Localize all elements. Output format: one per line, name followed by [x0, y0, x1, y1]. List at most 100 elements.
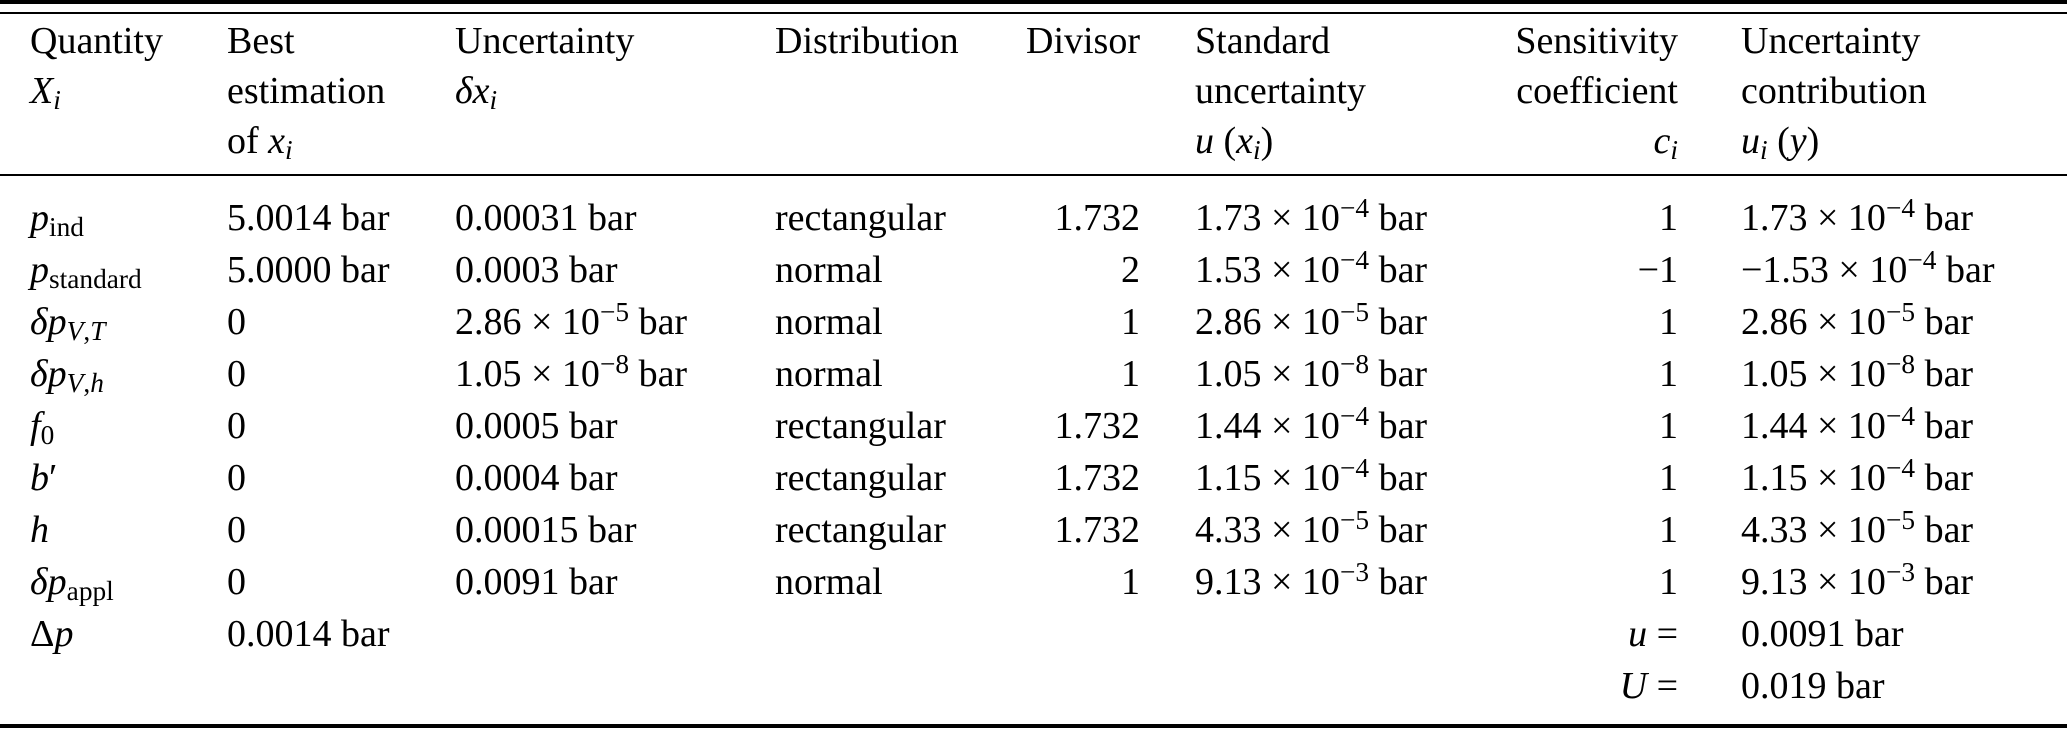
cell-r2-c0: δpV,T	[30, 301, 106, 347]
top-rule-gap	[0, 4, 2067, 12]
table-row-4: f0 0 0.0005 bar rectangular 1.732 1.44 × 10−4…	[0, 400, 2067, 452]
cell-r6-c6: 1	[1659, 509, 1678, 551]
cell-r2-c6: 1	[1659, 301, 1678, 343]
cell-r5-c5: 1.15 × 10−4 bar	[1195, 452, 1428, 499]
cell-r7-c4: 1	[1121, 561, 1140, 603]
cell-r1-c3: normal	[775, 249, 883, 291]
cell-r7-c2: 0.0091 bar	[455, 561, 618, 603]
cell-r6-c5: 4.33 × 10−5 bar	[1195, 504, 1428, 551]
cell-r2-c4: 1	[1121, 301, 1140, 343]
cell-r8-c4	[1005, 608, 1140, 660]
cell-r2-c5: 2.86 × 10−5 bar	[1195, 296, 1428, 343]
cell-r5-c6: 1	[1659, 457, 1678, 499]
header-rule	[0, 174, 2067, 176]
cell-r4-c3: rectangular	[775, 405, 946, 447]
cell-r7-c1: 0	[227, 561, 246, 603]
cell-r8-c3	[775, 608, 1005, 660]
header-cell-6: Sensitivity coefficient ci	[1515, 20, 1678, 166]
cell-r8-c0: Δp	[30, 613, 74, 655]
cell-r1-c0: pstandard	[30, 249, 142, 295]
cell-r0-c0: pind	[30, 197, 84, 243]
cell-r3-c6: 1	[1659, 353, 1678, 395]
cell-r7-c0: δpappl	[30, 561, 114, 607]
cell-r4-c6: 1	[1659, 405, 1678, 447]
table-row-0: pind 5.0014 bar 0.00031 bar rectangular 1.73…	[0, 192, 2067, 244]
cell-r8-c6: u =	[1628, 613, 1678, 655]
cell-r9-c0	[30, 660, 227, 712]
cell-r8-c1: 0.0014 bar	[227, 613, 390, 655]
header-cell-3: Distribution	[775, 20, 959, 62]
top-rule-outer	[0, 0, 2067, 4]
cell-r6-c2: 0.00015 bar	[455, 509, 637, 551]
cell-r5-c7: 1.15 × 10−4 bar	[1741, 452, 1974, 499]
header-cell-1: Best estimation of xi	[227, 20, 386, 166]
cell-r0-c7: 1.73 × 10−4 bar	[1741, 192, 1974, 239]
cell-r2-c1: 0	[227, 301, 246, 343]
cell-r4-c0: f0	[30, 405, 55, 451]
cell-r1-c7: −1.53 × 10−4 bar	[1741, 244, 1995, 291]
cell-r1-c1: 5.0000 bar	[227, 249, 390, 291]
cell-r9-c5	[1140, 660, 1507, 712]
cell-r7-c7: 9.13 × 10−3 bar	[1741, 556, 1974, 603]
cell-r9-c3	[775, 660, 1005, 712]
header-cell-2: Uncertainty δxi	[455, 20, 635, 116]
cell-r4-c5: 1.44 × 10−4 bar	[1195, 400, 1428, 447]
cell-r5-c3: rectangular	[775, 457, 946, 499]
cell-r6-c3: rectangular	[775, 509, 946, 551]
cell-r7-c5: 9.13 × 10−3 bar	[1195, 556, 1428, 603]
cell-r2-c3: normal	[775, 301, 883, 343]
top-rule-inner	[0, 12, 2067, 14]
cell-r5-c0: b′	[30, 457, 58, 499]
table-row-9: U = 0.019 bar	[0, 660, 2067, 712]
cell-r0-c3: rectangular	[775, 197, 946, 239]
table-row-3: δpV,h 0 1.05 × 10−8 bar normal 1 1.05 × 10−8 …	[0, 348, 2067, 400]
cell-r8-c5	[1140, 608, 1507, 660]
cell-r4-c7: 1.44 × 10−4 bar	[1741, 400, 1974, 447]
table-row-8: Δp 0.0014 bar u = 0.0091 bar	[0, 608, 2067, 660]
cell-r4-c2: 0.0005 bar	[455, 405, 618, 447]
cell-r1-c2: 0.0003 bar	[455, 249, 618, 291]
cell-r5-c1: 0	[227, 457, 246, 499]
cell-r7-c6: 1	[1659, 561, 1678, 603]
cell-r2-c2: 2.86 × 10−5 bar	[455, 296, 688, 343]
bottom-rule	[0, 724, 2067, 728]
cell-r3-c5: 1.05 × 10−8 bar	[1195, 348, 1428, 395]
cell-r9-c4	[1005, 660, 1140, 712]
cell-r8-c7: 0.0091 bar	[1741, 613, 1904, 655]
header-cell-5: Standard uncertainty u (xi)	[1195, 20, 1366, 166]
cell-r3-c2: 1.05 × 10−8 bar	[455, 348, 688, 395]
cell-r0-c2: 0.00031 bar	[455, 197, 637, 239]
header-cell-0: Quantity Xi	[30, 20, 163, 116]
table-row-1: pstandard 5.0000 bar 0.0003 bar normal 2 1.53…	[0, 244, 2067, 296]
cell-r5-c2: 0.0004 bar	[455, 457, 618, 499]
cell-r9-c7: 0.019 bar	[1741, 665, 1885, 707]
table-row-2: δpV,T 0 2.86 × 10−5 bar normal 1 2.86 × 10−5 …	[0, 296, 2067, 348]
cell-r9-c1	[227, 660, 455, 712]
cell-r1-c5: 1.53 × 10−4 bar	[1195, 244, 1428, 291]
cell-r0-c4: 1.732	[1054, 197, 1141, 239]
table-row-6: h 0 0.00015 bar rectangular 1.732 4.33 × 10−5…	[0, 504, 2067, 556]
table-row-5: b′ 0 0.0004 bar rectangular 1.732 1.15 × 10−4…	[0, 452, 2067, 504]
cell-r5-c4: 1.732	[1054, 457, 1141, 499]
header-cell-4: Divisor	[1026, 20, 1140, 62]
cell-r6-c7: 4.33 × 10−5 bar	[1741, 504, 1974, 551]
table-row-7: δpappl 0 0.0091 bar normal 1 9.13 × 10−3 bar 1…	[0, 556, 2067, 608]
cell-r9-c2	[455, 660, 775, 712]
cell-r1-c6: −1	[1637, 249, 1678, 291]
cell-r4-c1: 0	[227, 405, 246, 447]
cell-r4-c4: 1.732	[1054, 405, 1141, 447]
cell-r3-c0: δpV,h	[30, 353, 104, 399]
cell-r6-c0: h	[30, 509, 49, 551]
cell-r6-c1: 0	[227, 509, 246, 551]
cell-r3-c7: 1.05 × 10−8 bar	[1741, 348, 1974, 395]
cell-r0-c6: 1	[1659, 197, 1678, 239]
cell-r1-c4: 2	[1121, 249, 1140, 291]
cell-r6-c4: 1.732	[1054, 509, 1141, 551]
table-body: pind 5.0014 bar 0.00031 bar rectangular 1.73…	[0, 176, 2067, 712]
cell-r0-c1: 5.0014 bar	[227, 197, 390, 239]
cell-r2-c7: 2.86 × 10−5 bar	[1741, 296, 1974, 343]
cell-r8-c2	[455, 608, 775, 660]
cell-r3-c1: 0	[227, 353, 246, 395]
header-cell-7: Uncertainty contribution ui (y)	[1741, 20, 1927, 166]
